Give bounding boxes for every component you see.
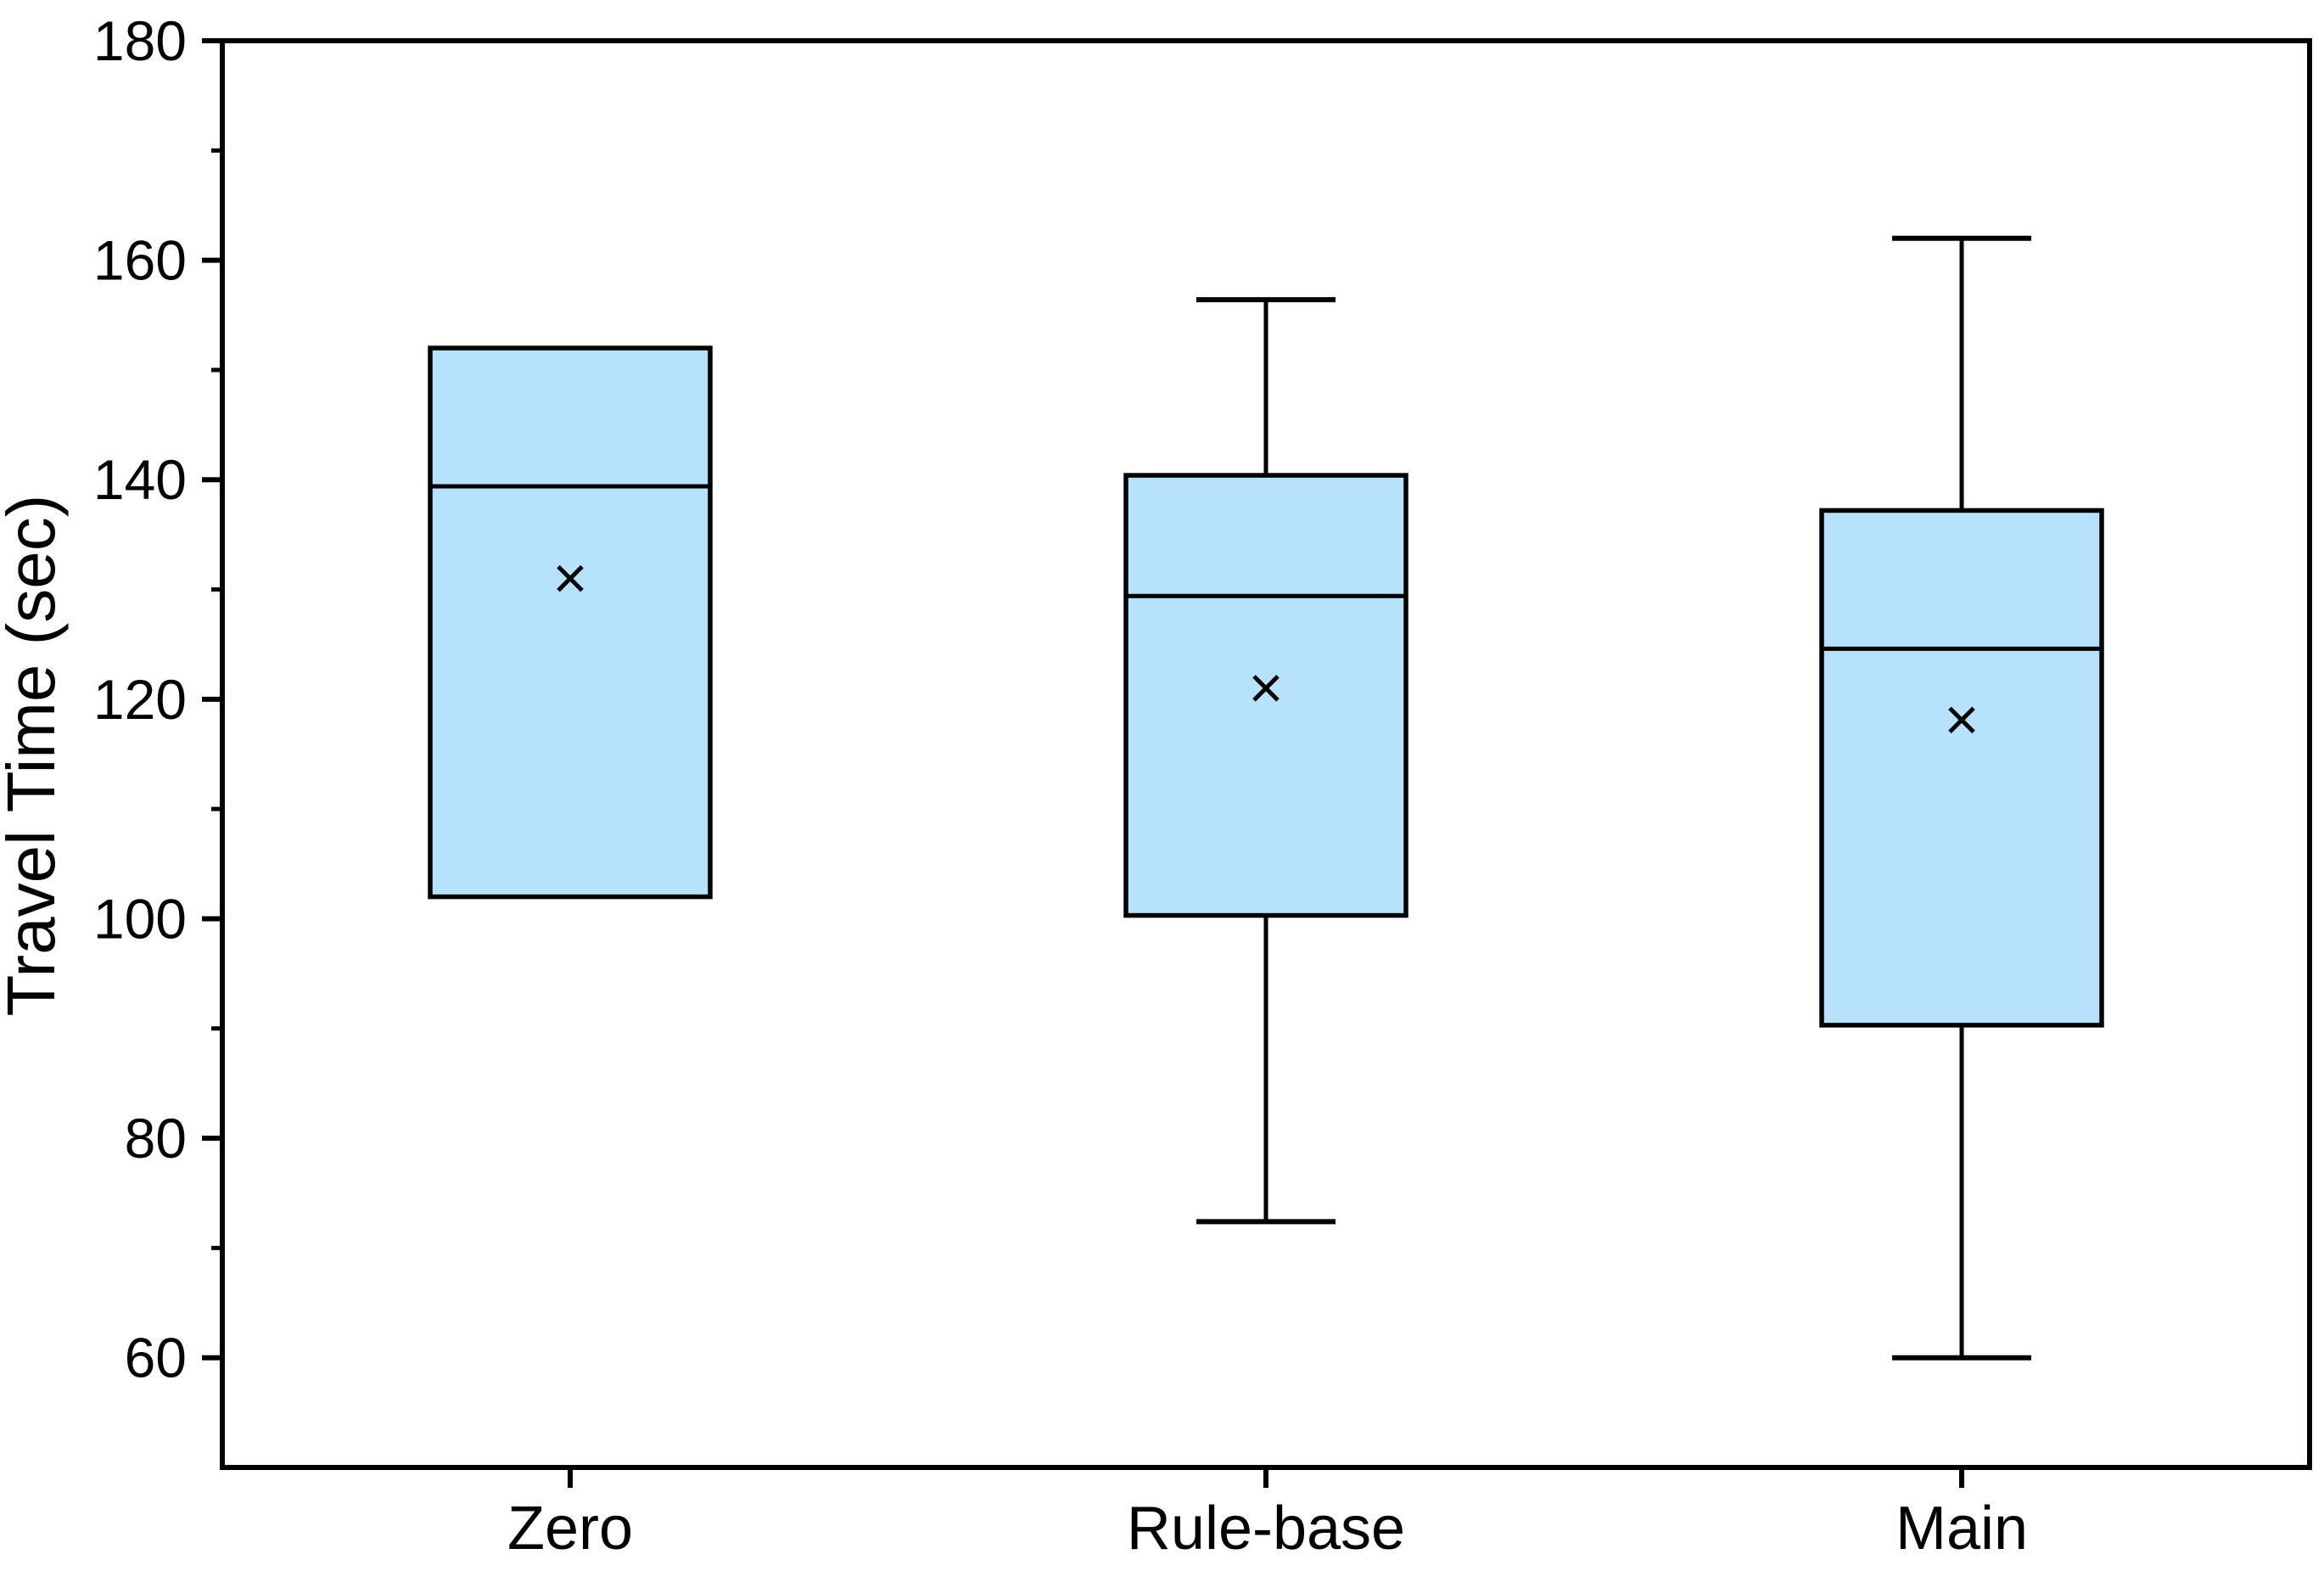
box [428, 345, 713, 900]
y-tick-label: 180 [93, 9, 187, 72]
category-label: Main [1896, 1495, 2028, 1563]
y-tick-label: 140 [93, 448, 187, 511]
plot-area: 60 80 100 120 140 160 180 Zero Rule-base Main [93, 9, 2312, 1563]
y-axis-title: Travel Time (sec) [0, 495, 69, 1017]
y-tick-label: 80 [125, 1107, 187, 1170]
box [1819, 508, 2104, 1028]
mean-marker [1948, 706, 1975, 734]
y-tick-label: 100 [93, 887, 187, 950]
y-tick-label: 120 [93, 668, 187, 731]
category-label: Zero [507, 1495, 633, 1563]
category-label: Rule-base [1127, 1495, 1405, 1563]
mean-marker [557, 564, 584, 592]
box [1123, 473, 1408, 918]
y-tick-label: 160 [93, 229, 187, 292]
mean-marker [1252, 675, 1280, 702]
y-tick-label: 60 [125, 1327, 187, 1389]
